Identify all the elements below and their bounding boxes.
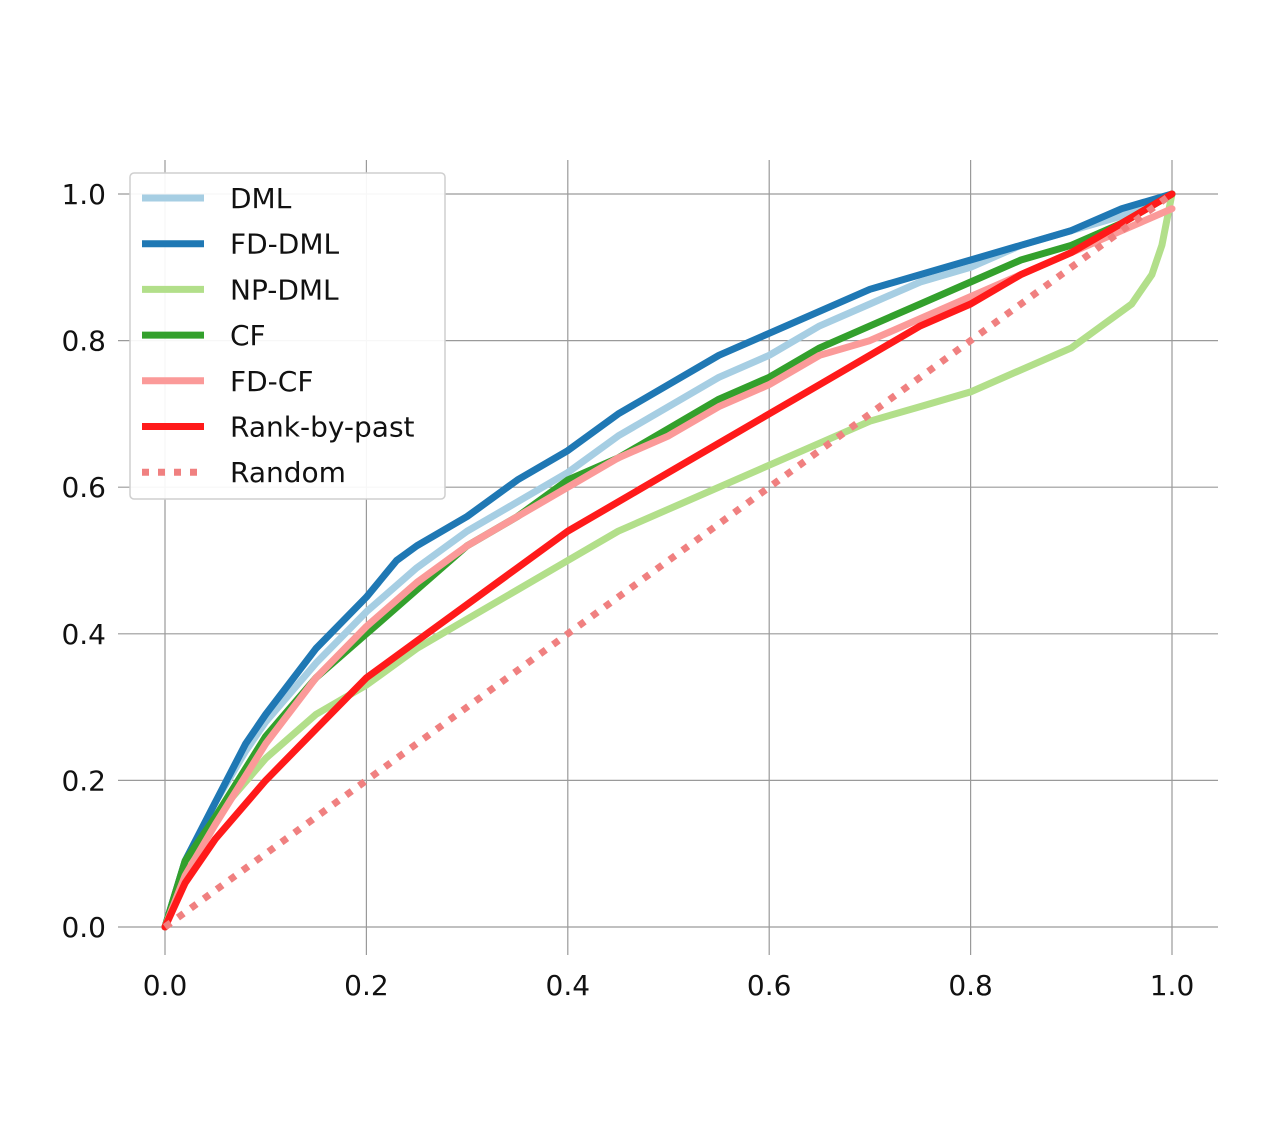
y-tick-label: 0.0 bbox=[61, 911, 106, 944]
series-lines bbox=[161, 190, 1176, 931]
legend-box bbox=[129, 172, 446, 500]
legend-label-fd-dml: FD-DML bbox=[230, 228, 339, 261]
y-tick-label: 0.6 bbox=[61, 471, 106, 504]
x-tick-label: 0.4 bbox=[546, 969, 591, 1002]
x-tick-label: 0.6 bbox=[747, 969, 792, 1002]
series-line-np-dml bbox=[161, 190, 1176, 931]
legend-label-np-dml: NP-DML bbox=[230, 273, 339, 306]
y-tick-label: 0.4 bbox=[61, 618, 106, 651]
legend-label-rank-by-past: Rank-by-past bbox=[230, 411, 415, 444]
y-tick-label: 1.0 bbox=[61, 178, 106, 211]
series-line-dml bbox=[161, 190, 1176, 931]
legend-label-random: Random bbox=[230, 456, 346, 489]
series-line-rank-by-past bbox=[161, 190, 1176, 931]
legend-label-cf: CF bbox=[230, 319, 266, 352]
x-tick-label: 0.0 bbox=[143, 969, 188, 1002]
legend: DML FD-DML NP-DML CF FD-CF Rank-by-past Random bbox=[129, 172, 446, 500]
x-tick-label: 0.2 bbox=[344, 969, 389, 1002]
x-tick-label: 0.8 bbox=[948, 969, 993, 1002]
legend-label-fd-cf: FD-CF bbox=[230, 365, 313, 398]
legend-label-dml: DML bbox=[230, 182, 292, 215]
y-tick-label: 0.2 bbox=[61, 764, 106, 797]
x-tick-label: 1.0 bbox=[1150, 969, 1195, 1002]
tick-labels: 0.0 0.2 0.4 0.6 0.8 1.0 0.0 0.2 0.4 0.6 0.8 1.0 bbox=[61, 178, 1194, 1002]
y-tick-label: 0.8 bbox=[61, 325, 106, 358]
series-line-fd-dml bbox=[161, 190, 1176, 931]
